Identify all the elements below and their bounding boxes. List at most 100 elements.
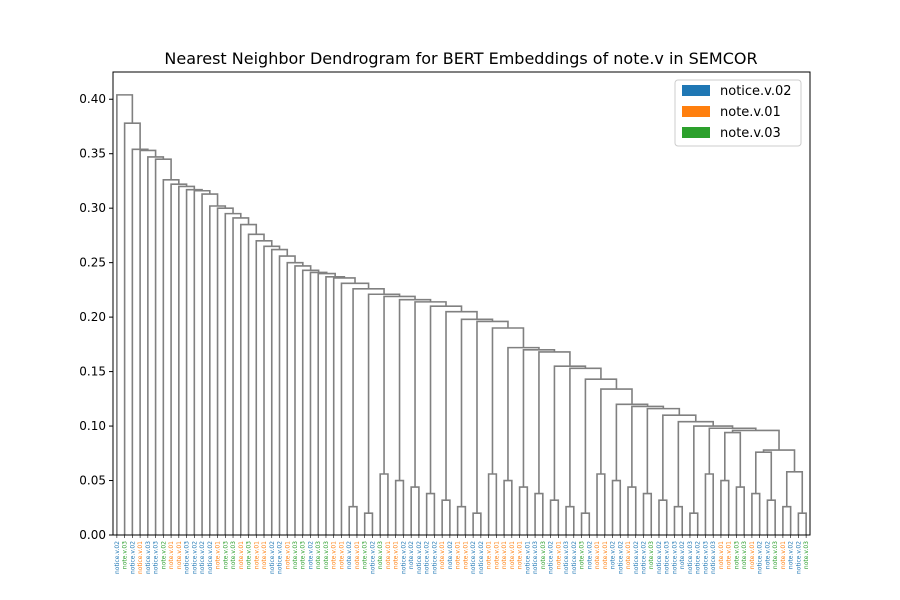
- leaf-label: notice.v.02: [548, 541, 555, 574]
- leaf-label: notice.v.03: [145, 541, 152, 574]
- dendrogram-link: [487, 473, 498, 535]
- y-tick-label: 0.00: [79, 528, 106, 542]
- dendrogram-link: [704, 473, 714, 535]
- leaf-label: note.v.03: [803, 541, 810, 569]
- dendrogram-link: [154, 158, 172, 535]
- leaf-label: note.v.02: [160, 541, 167, 569]
- dendrogram-link: [735, 486, 745, 535]
- leaf-label: note.v.02: [610, 541, 617, 569]
- leaf-label: notice.v.02: [129, 541, 136, 574]
- dendrogram-link: [363, 512, 374, 535]
- dendrogram-link: [383, 295, 416, 474]
- dendrogram-links: [116, 94, 807, 535]
- dendrogram-link: [162, 179, 180, 535]
- leaf-label: notice.v.02: [369, 541, 376, 574]
- leaf-label: note.v.01: [354, 541, 361, 569]
- leaf-label: note.v.01: [253, 541, 260, 569]
- leaf-label: note.v.01: [331, 541, 338, 569]
- y-tick-label: 0.05: [79, 474, 106, 488]
- leaf-label: notice.v.02: [633, 541, 640, 574]
- dendrogram-link: [441, 499, 451, 535]
- dendrogram-link: [352, 287, 385, 507]
- leaf-label: note.v.02: [679, 541, 686, 569]
- dendrogram-link: [724, 431, 742, 488]
- leaf-label: note.v.01: [168, 541, 175, 569]
- leaf-label: note.v.03: [315, 541, 322, 569]
- leaf-label: notice.v.02: [470, 541, 477, 574]
- leaf-label: note.v.03: [377, 541, 384, 569]
- leaf-label: note.v.03: [292, 541, 299, 569]
- leaf-label: notice.v.01: [137, 541, 144, 574]
- dendrogram-link: [658, 499, 668, 535]
- leaf-label: note.v.01: [501, 541, 508, 569]
- dendrogram-link: [689, 512, 699, 535]
- dendrogram-link: [209, 205, 227, 535]
- y-tick-label: 0.15: [79, 365, 106, 379]
- leaf-label: note.v.01: [726, 541, 733, 569]
- dendrogram-link: [491, 327, 525, 474]
- leaf-label: notice.v.02: [640, 541, 647, 574]
- leaf-label: note.v.01: [284, 541, 291, 569]
- leaf-label: notice.v.02: [416, 541, 423, 574]
- dendrogram-link: [762, 449, 796, 472]
- leaf-label: note.v.03: [772, 541, 779, 569]
- dendrogram-link: [534, 492, 544, 535]
- dendrogram-link: [263, 245, 281, 535]
- leaf-label: note.v.01: [238, 541, 245, 569]
- leaf-label: note.v.01: [439, 541, 446, 569]
- dendrogram-link: [456, 505, 467, 535]
- leaf-label: notice.v.02: [478, 541, 485, 574]
- dendrogram-link: [611, 479, 622, 535]
- leaf-label: notice.v.02: [795, 541, 802, 574]
- dendrogram-link: [538, 351, 571, 494]
- leaf-label: note.v.03: [648, 541, 655, 569]
- y-tick-label: 0.20: [79, 310, 106, 324]
- dendrogram-link: [580, 512, 591, 535]
- y-tick-label: 0.25: [79, 256, 106, 270]
- leaf-label: note.v.02: [447, 541, 454, 569]
- dendrogram-link: [662, 414, 697, 501]
- leaf-label: notice.v.02: [617, 541, 624, 574]
- leaf-label: notice.v.03: [687, 541, 694, 574]
- dendrogram-link: [673, 505, 684, 535]
- dendrogram-link: [224, 212, 242, 535]
- leaf-label: note.v.01: [455, 541, 462, 569]
- dendrogram-link: [693, 425, 734, 514]
- leaf-label: notice.v.02: [695, 541, 702, 574]
- plot-frame: [112, 71, 811, 536]
- legend-label: note.v.01: [720, 105, 781, 120]
- leaf-label: note.v.02: [764, 541, 771, 569]
- dendrogram-link: [309, 271, 328, 535]
- leaf-label: notice.v.03: [184, 541, 191, 574]
- leaf-label: note.v.02: [788, 541, 795, 569]
- leaf-label: note.v.03: [222, 541, 229, 569]
- leaf-label: notice.v.02: [656, 541, 663, 574]
- leaf-label: note.v.01: [625, 541, 632, 569]
- leaf-label: note.v.02: [408, 541, 415, 569]
- legend-label: notice.v.02: [720, 84, 792, 99]
- dendrogram-link: [565, 505, 575, 535]
- leaf-label: notice.v.03: [671, 541, 678, 574]
- dendrogram-link: [301, 269, 320, 535]
- dendrogram-link: [472, 512, 482, 535]
- dendrogram-link: [348, 505, 358, 535]
- leaf-label: note.v.01: [462, 541, 469, 569]
- dendrogram-link: [708, 427, 757, 474]
- dendrogram-link: [600, 388, 633, 474]
- leaf-label: note.v.03: [246, 541, 253, 569]
- dendrogram-link: [751, 492, 761, 535]
- leaf-label: note.v.01: [338, 541, 345, 569]
- dendrogram-link: [518, 486, 529, 535]
- leaf-label: note.v.02: [346, 541, 353, 569]
- leaf-label: note.v.03: [579, 541, 586, 569]
- leaf-label: notice.v.02: [757, 541, 764, 574]
- leaf-label: notice.v.03: [153, 541, 160, 574]
- leaf-label: notice.v.02: [269, 541, 276, 574]
- legend: notice.v.02 note.v.01 note.v.03: [674, 79, 802, 147]
- legend-swatch: [682, 127, 710, 138]
- leaf-label: notice.v.02: [424, 541, 431, 574]
- leaf-label: note.v.03: [122, 541, 129, 569]
- legend-swatch: [682, 85, 710, 96]
- leaf-label: note.v.03: [230, 541, 237, 569]
- dendrogram-link: [445, 310, 478, 501]
